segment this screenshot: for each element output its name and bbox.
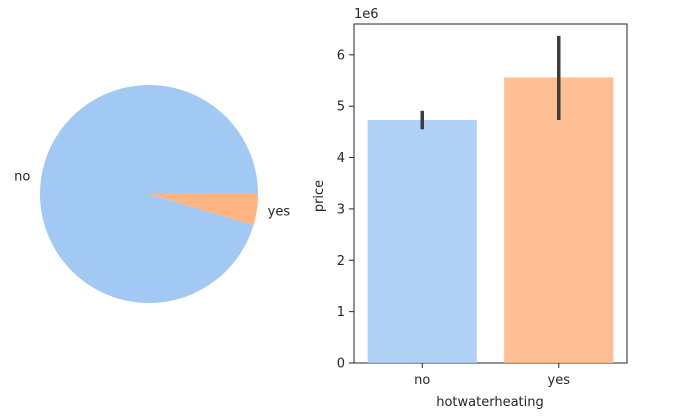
pie-label-yes: yes	[268, 204, 291, 219]
x-axis-label: hotwaterheating	[436, 395, 544, 410]
pie-chart: no yes	[14, 85, 290, 303]
y-axis-label: price	[312, 180, 327, 212]
bar-plot-frame	[353, 23, 628, 364]
bar-yes	[504, 77, 614, 363]
pie-slice-yes	[149, 194, 258, 226]
bar-chart: 0 1 2 3 4 5 6 no yes 1e6 hotwaterheating price	[312, 7, 628, 410]
bars	[367, 35, 614, 363]
bar-no	[367, 120, 477, 363]
y-tick-label: 4	[337, 151, 345, 166]
y-tick-label: 5	[337, 100, 345, 115]
y-tick-label: 1	[337, 305, 345, 320]
y-tick-label: 6	[337, 48, 345, 63]
y-tick-label: 3	[337, 202, 345, 217]
x-axis: no yes	[414, 363, 570, 388]
pie-label-no: no	[14, 170, 30, 185]
y-multiplier-label: 1e6	[354, 7, 379, 22]
y-axis: 0 1 2 3 4 5 6	[337, 48, 354, 372]
x-tick-label-no: no	[414, 373, 430, 388]
y-tick-label: 0	[337, 357, 345, 372]
x-tick-label-yes: yes	[548, 373, 571, 388]
y-tick-label: 2	[337, 254, 345, 269]
